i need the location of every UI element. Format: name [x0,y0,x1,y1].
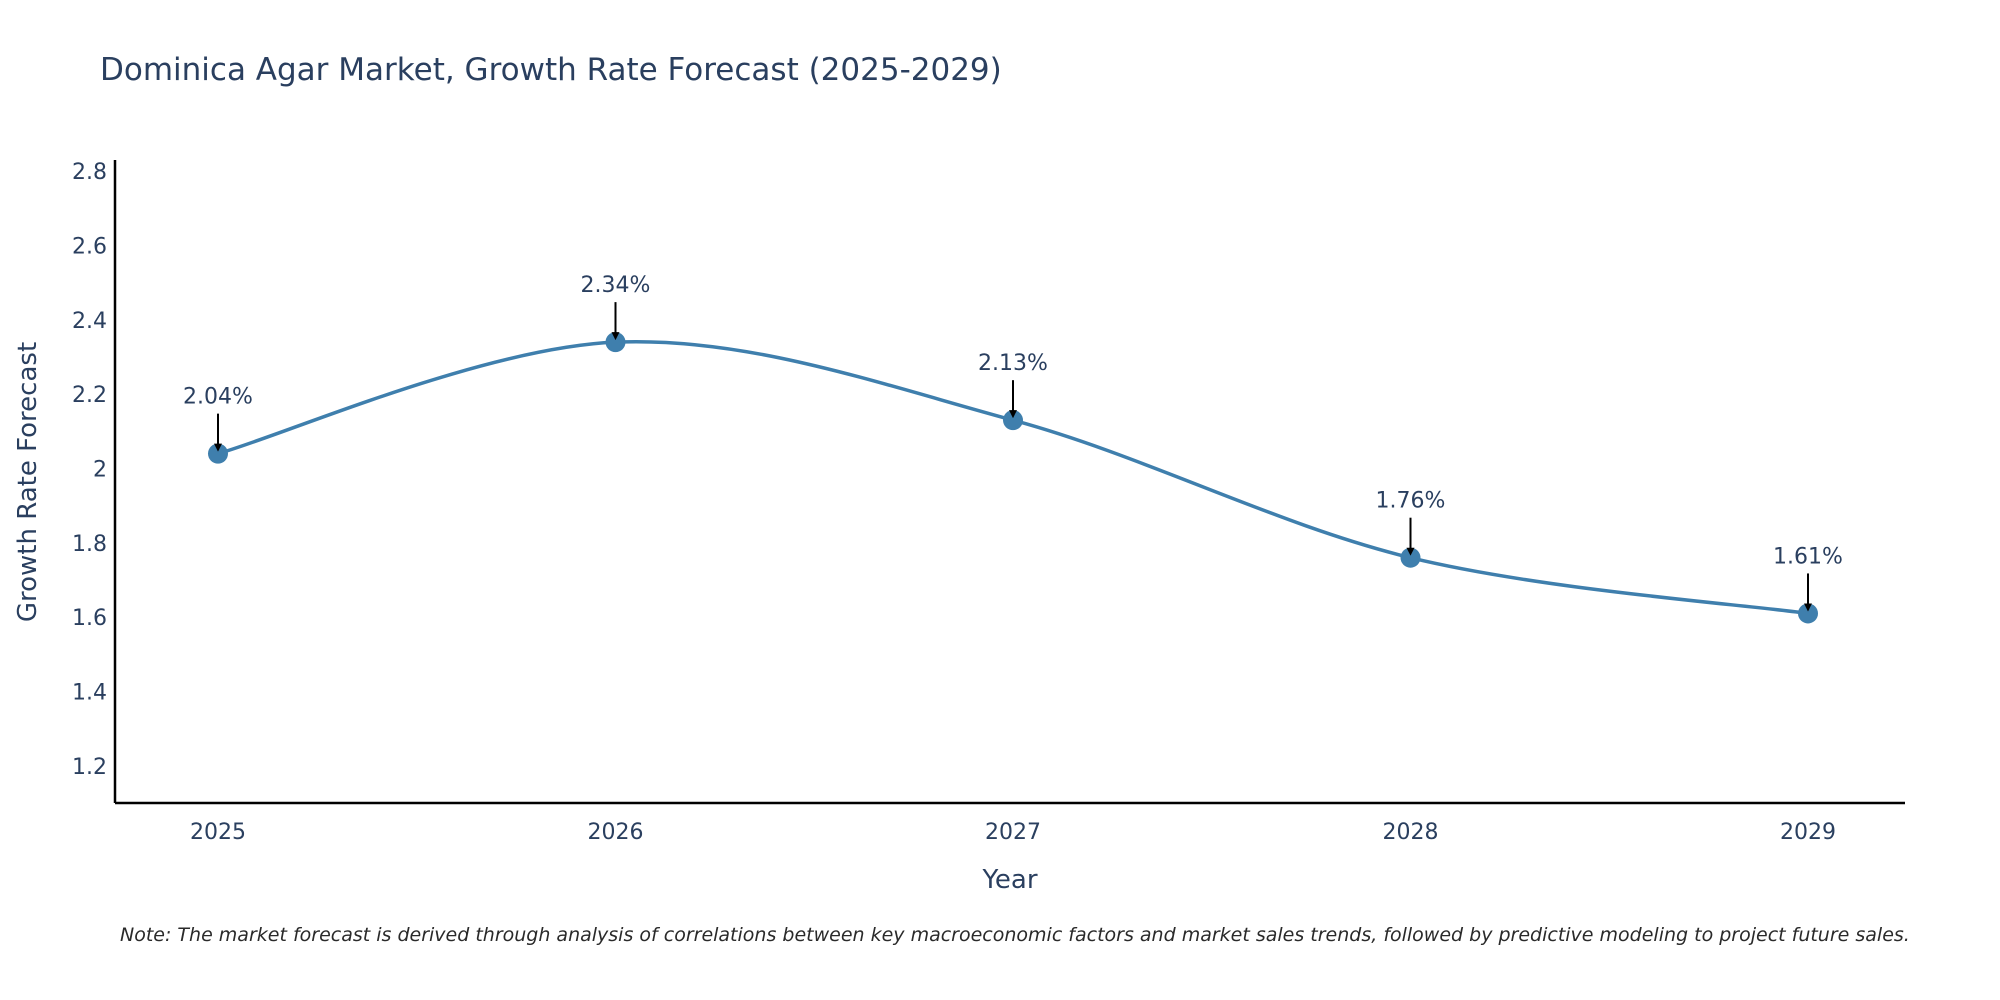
y-tick-label: 2.6 [72,234,107,259]
y-tick-label: 1.6 [72,606,107,631]
data-point-marker [208,443,228,464]
y-tick-label: 1.8 [72,532,107,557]
chart-title: Dominica Agar Market, Growth Rate Foreca… [100,52,1002,88]
y-tick-label: 2.4 [72,309,107,334]
data-point-marker [1798,603,1818,624]
y-axis-ticks: 1.2 1.4 1.6 1.8 2 2.2 2.4 2.6 2.8 [72,160,107,780]
data-label: 2.13% [978,351,1048,376]
data-label: 1.76% [1376,489,1446,514]
y-axis-title: Growth Rate Forecast [13,342,43,622]
x-tick-label: 2029 [1780,820,1836,845]
y-tick-label: 1.4 [72,680,107,705]
data-point-marker [1400,547,1421,568]
data-label: 2.34% [581,273,651,298]
data-point-marker [1003,410,1023,431]
data-label: 2.04% [183,385,253,410]
x-axis-title: Year [981,865,1037,895]
x-axis-ticks: 2025 2026 2027 2028 2029 [190,820,1836,845]
data-label: 1.61% [1773,544,1843,569]
data-annotations: 2.04% 2.34% 2.13% 1.76% 1.61% [183,273,1843,612]
x-tick-label: 2025 [190,820,246,845]
x-tick-label: 2026 [588,820,644,845]
x-tick-label: 2027 [985,820,1041,845]
y-tick-label: 2 [93,457,107,482]
data-point-marker [605,332,626,353]
x-tick-label: 2028 [1383,820,1439,845]
y-tick-label: 2.2 [72,383,107,408]
forecast-note: Note: The market forecast is derived thr… [120,924,1910,946]
y-tick-label: 1.2 [72,755,107,780]
y-tick-label: 2.8 [72,160,107,185]
data-points [208,332,1818,624]
